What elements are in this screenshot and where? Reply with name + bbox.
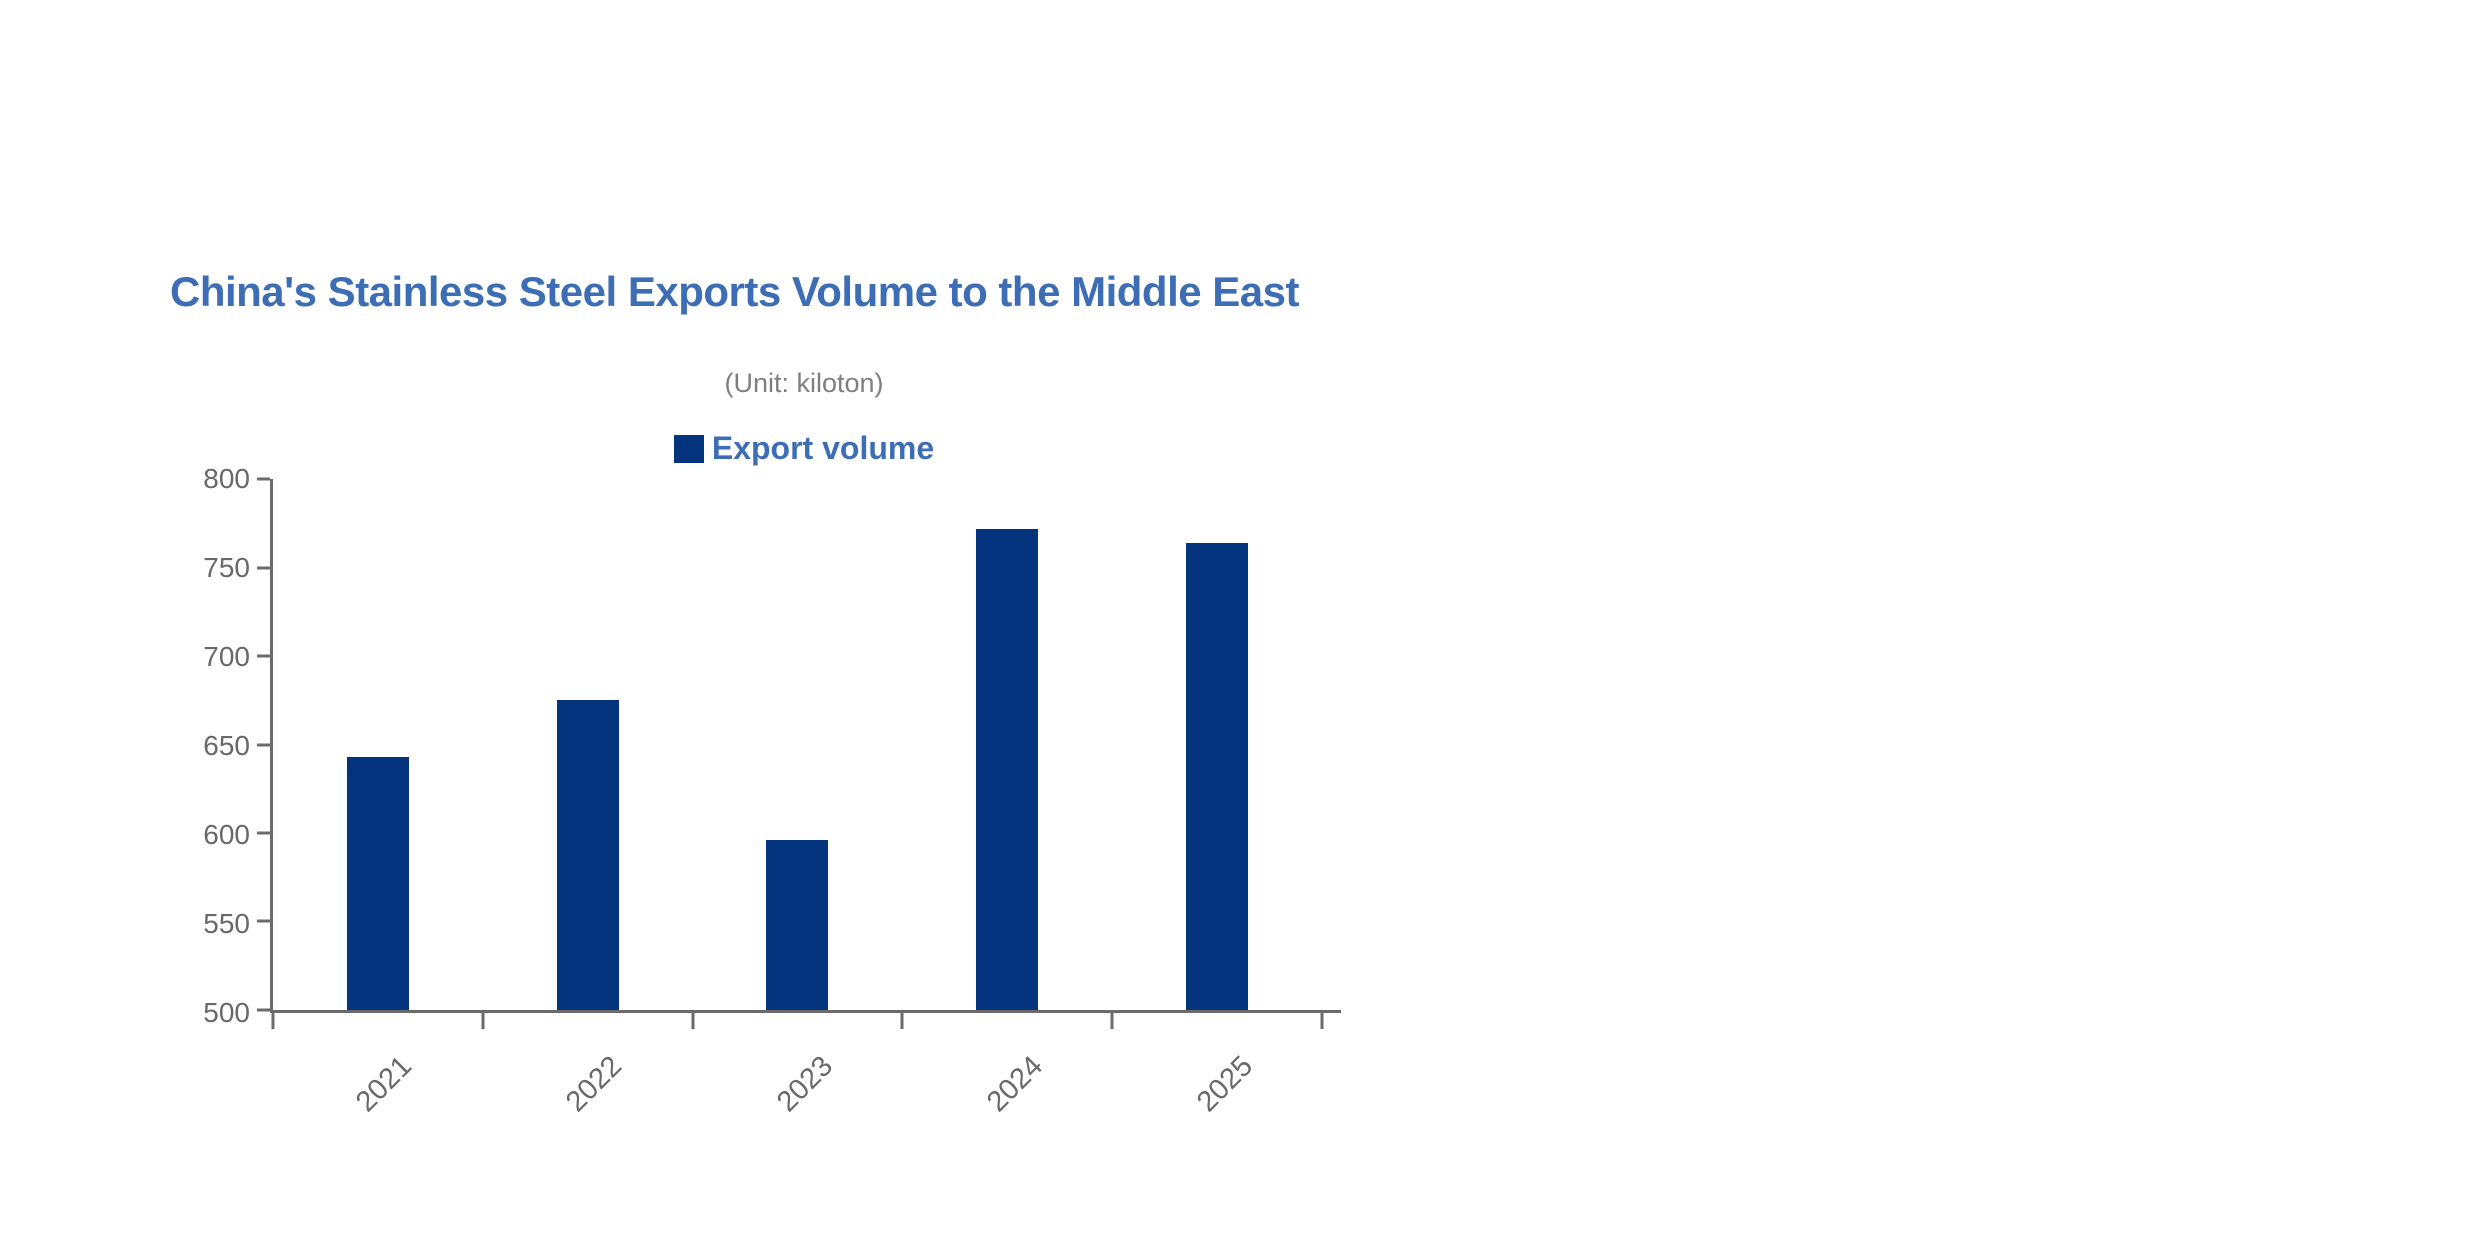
- y-axis-tick: [257, 477, 270, 481]
- y-axis-tick: [257, 1008, 270, 1012]
- y-axis-tick-label: 700: [203, 640, 250, 672]
- x-label-slot: 2022: [480, 1016, 690, 1136]
- bar-2022: [556, 700, 619, 1010]
- bar-slot: [273, 479, 483, 1010]
- bar-series: [273, 479, 1322, 1010]
- bar-2024: [976, 528, 1039, 1010]
- x-axis-labels: 2021 2022 2023 2024 2025: [270, 1016, 1322, 1136]
- bar-slot: [693, 479, 903, 1010]
- x-label-slot: 2021: [270, 1016, 480, 1136]
- x-axis-tick: [1110, 1013, 1114, 1029]
- x-label-slot: 2024: [901, 1016, 1111, 1136]
- bar-slot: [1112, 479, 1322, 1010]
- x-axis-tick-label: 2025: [1191, 1050, 1260, 1119]
- bar-slot: [902, 479, 1112, 1010]
- chart-unit-label: (Unit: kiloton): [724, 368, 884, 398]
- legend-swatch-icon: [673, 434, 704, 463]
- legend: Export volume: [270, 430, 1338, 467]
- y-axis-tick-label: 750: [203, 552, 250, 583]
- x-label-slot: 2025: [1112, 1016, 1322, 1136]
- plot-area: [257, 477, 1341, 1029]
- bar-2021: [346, 756, 409, 1010]
- y-axis-tick-label: 550: [203, 907, 250, 939]
- y-axis-tick-label: 500: [203, 997, 250, 1028]
- x-axis-tick-label: 2021: [349, 1050, 418, 1119]
- y-axis-labels: 800 750 700 650 600 550 500: [100, 463, 250, 1028]
- y-axis-tick: [257, 831, 270, 835]
- legend-label: Export volume: [711, 430, 935, 466]
- bar-slot: [483, 479, 693, 1010]
- y-axis-tick: [257, 743, 270, 746]
- y-axis-tick-label: 800: [203, 463, 250, 494]
- x-axis-tick-label: 2022: [559, 1050, 629, 1119]
- x-axis-tick-label: 2024: [980, 1050, 1050, 1119]
- x-label-slot: 2023: [691, 1016, 901, 1136]
- x-axis-tick: [481, 1013, 485, 1029]
- bar-2023: [766, 840, 829, 1010]
- x-axis-tick: [900, 1013, 904, 1029]
- y-axis-tick: [257, 654, 270, 658]
- y-axis-tick-label: 600: [203, 819, 250, 850]
- x-axis-tick: [1320, 1013, 1324, 1029]
- y-axis-tick: [257, 566, 270, 569]
- chart-title: China's Stainless Steel Exports Volume t…: [170, 268, 1299, 315]
- y-axis-tick: [257, 919, 270, 923]
- x-axis-tick: [271, 1013, 275, 1029]
- bar-2025: [1186, 542, 1249, 1010]
- x-axis-tick: [691, 1013, 695, 1029]
- y-axis-tick-label: 650: [203, 730, 250, 761]
- x-axis-tick-label: 2023: [770, 1050, 839, 1119]
